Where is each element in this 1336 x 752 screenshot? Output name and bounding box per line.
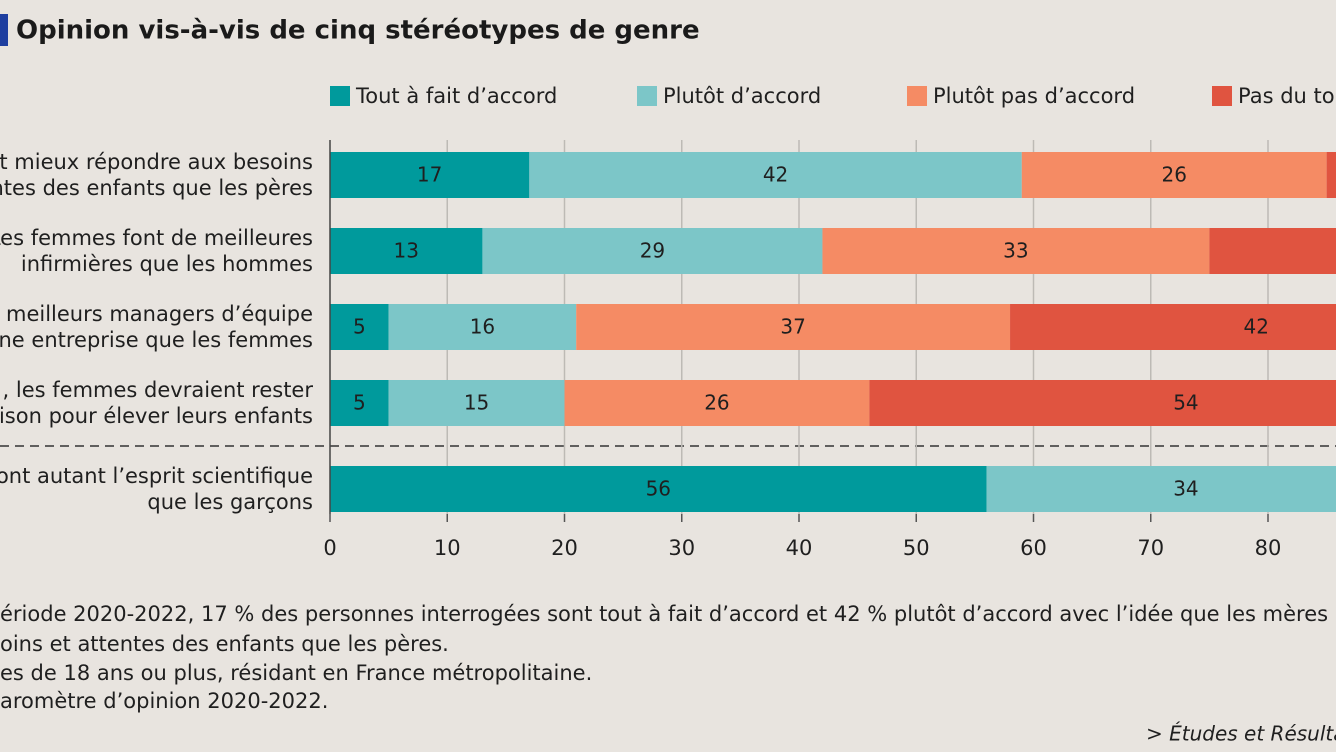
- value-label: 26: [704, 391, 729, 415]
- category-label: ont autant l’esprit scientifique: [0, 464, 313, 488]
- bar-segment: [330, 380, 389, 426]
- bar-segment: [330, 466, 987, 512]
- bar-segment: [330, 228, 483, 274]
- value-label: 17: [417, 163, 442, 187]
- value-label: 5: [353, 315, 366, 339]
- legend-label: Plutôt pas d’accord: [933, 84, 1135, 108]
- footnote: ériode 2020-2022, 17 % des personnes int…: [0, 602, 1328, 626]
- category-label: de meilleurs managers d’équipe: [0, 302, 313, 326]
- title-marker: [0, 14, 8, 46]
- bar-segment: [1010, 304, 1336, 350]
- source: > Études et Résultat: [1146, 722, 1336, 746]
- legend-label: Tout à fait d’accord: [355, 84, 557, 108]
- value-label: 37: [780, 315, 805, 339]
- value-label: 29: [640, 239, 665, 263]
- x-tick-label: 50: [903, 536, 930, 560]
- footnote: es de 18 ans ou plus, résidant en France…: [0, 661, 592, 685]
- category-label: que les garçons: [147, 490, 313, 514]
- value-label: 34: [1173, 477, 1198, 501]
- legend-label: Pas du tou: [1238, 84, 1336, 108]
- value-label: 56: [646, 477, 671, 501]
- bar-segment: [388, 304, 577, 350]
- value-label: 5: [353, 391, 366, 415]
- footnote: oins et attentes des enfants que les pèr…: [0, 632, 449, 656]
- value-label: 42: [763, 163, 788, 187]
- legend-swatch: [1212, 86, 1232, 106]
- value-label: 42: [1244, 315, 1269, 339]
- x-tick-label: 30: [668, 536, 695, 560]
- legend-label: Plutôt d’accord: [663, 84, 821, 108]
- bar-segment: [869, 380, 1336, 426]
- bar-segment: [576, 304, 1011, 350]
- value-label: 26: [1161, 163, 1186, 187]
- bar-segment: [388, 380, 565, 426]
- x-tick-label: 70: [1137, 536, 1164, 560]
- category-label: t mieux répondre aux besoins: [0, 150, 313, 174]
- bar-segment: [330, 152, 530, 198]
- category-label: ison pour élever leurs enfants: [0, 404, 313, 428]
- value-label: 16: [470, 315, 495, 339]
- bar-segment: [564, 380, 870, 426]
- value-label: 15: [464, 391, 489, 415]
- legend-swatch: [907, 86, 927, 106]
- x-tick-label: 80: [1255, 536, 1282, 560]
- bar-segment: [1021, 152, 1327, 198]
- category-label: Les femmes font de meilleures: [0, 226, 313, 250]
- bar-segment: [822, 228, 1210, 274]
- value-label: 33: [1003, 239, 1028, 263]
- bar-segment: [529, 152, 1022, 198]
- bar-segment: [482, 228, 823, 274]
- x-tick-label: 0: [323, 536, 336, 560]
- category-label: , les femmes devraient rester: [3, 378, 314, 402]
- x-tick-label: 20: [551, 536, 578, 560]
- legend-swatch: [637, 86, 657, 106]
- category-label: ne entreprise que les femmes: [0, 328, 313, 352]
- category-label: infirmières que les hommes: [21, 252, 313, 276]
- footnote: aromètre d’opinion 2020-2022.: [0, 689, 328, 713]
- x-tick-label: 10: [434, 536, 461, 560]
- chart-title: Opinion vis-à-vis de cinq stéréotypes de…: [16, 16, 700, 46]
- x-tick-label: 40: [786, 536, 813, 560]
- legend-swatch: [330, 86, 350, 106]
- bar-segment: [1326, 152, 1336, 198]
- bar-segment: [330, 304, 389, 350]
- value-label: 54: [1173, 391, 1198, 415]
- bar-segment: [1209, 228, 1336, 274]
- value-label: 13: [393, 239, 418, 263]
- x-tick-label: 60: [1020, 536, 1047, 560]
- bar-segment: [986, 466, 1336, 512]
- category-label: ntes des enfants que les pères: [0, 176, 313, 200]
